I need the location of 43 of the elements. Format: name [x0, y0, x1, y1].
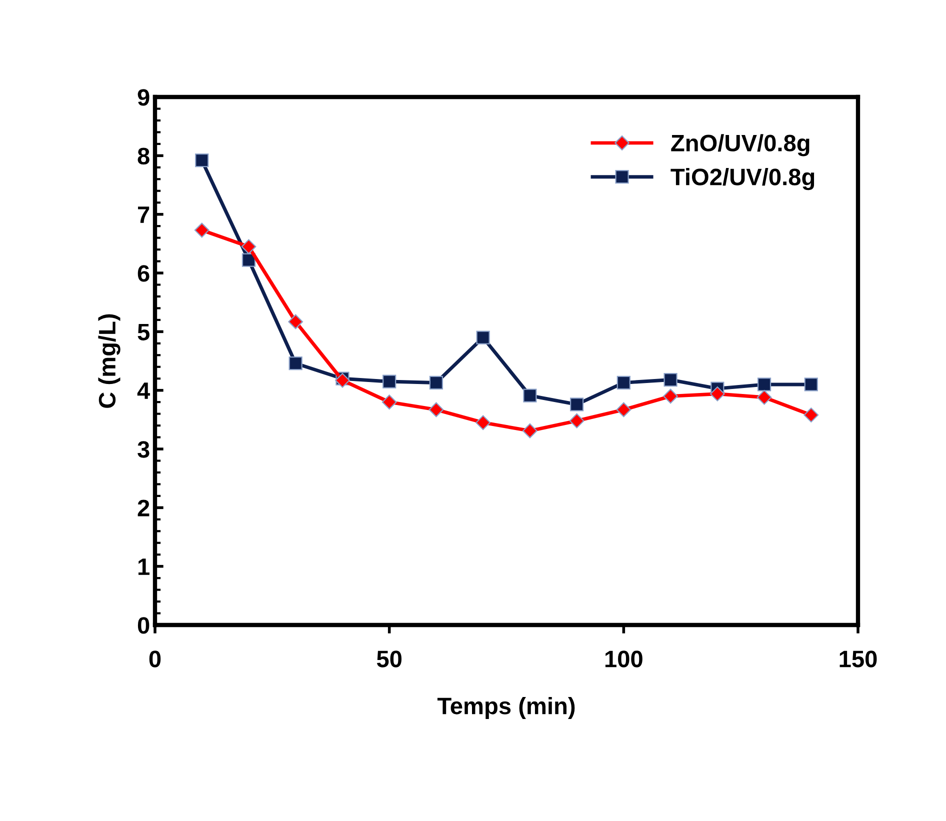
point	[382, 394, 397, 410]
y-tick-label: 6	[138, 265, 150, 282]
point	[664, 372, 678, 387]
x-tick-label: 100	[605, 650, 642, 668]
x-tick-label: 150	[840, 650, 877, 668]
y-axis-title: C (mg/L)	[98, 314, 120, 408]
point	[523, 388, 537, 402]
point	[288, 356, 302, 370]
y-tick-label: 3	[138, 441, 150, 458]
y-tick-label: 8	[138, 148, 150, 164]
y-tick-label: 9	[138, 89, 150, 106]
point	[194, 222, 210, 238]
point	[382, 374, 396, 388]
point	[804, 378, 818, 392]
y-tick-label: 7	[138, 206, 150, 223]
legend-label: TiO2/UV/0.8g	[670, 168, 814, 190]
point	[756, 390, 772, 405]
point	[476, 330, 490, 344]
point	[570, 398, 584, 412]
point	[616, 376, 630, 390]
point	[616, 402, 632, 418]
x-axis-title: Temps (min)	[437, 697, 575, 720]
point	[242, 253, 256, 267]
y-tick-label: 2	[138, 500, 150, 516]
point	[710, 386, 725, 402]
point	[804, 408, 819, 422]
point	[522, 423, 538, 438]
point	[663, 388, 678, 404]
point	[476, 415, 490, 430]
point	[429, 376, 444, 390]
legend-label: ZnO/UV/0.8g	[671, 134, 810, 156]
point	[195, 154, 209, 168]
y-tick-label: 4	[137, 382, 150, 399]
point	[757, 378, 772, 392]
x-tick-label: 0	[149, 650, 161, 668]
point	[569, 413, 584, 428]
x-tick-label: 50	[376, 650, 402, 668]
point	[288, 314, 304, 330]
y-tick-label: 0	[138, 617, 150, 634]
y-tick-label: 1	[138, 558, 150, 575]
y-tick-label: 5	[138, 324, 150, 340]
point	[241, 239, 256, 254]
point	[428, 402, 444, 418]
